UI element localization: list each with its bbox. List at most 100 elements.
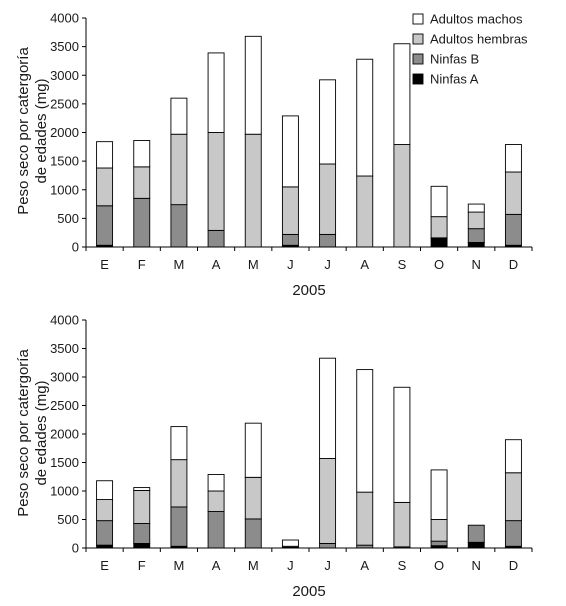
bar-segment <box>244 518 262 549</box>
bar-segment <box>467 203 485 213</box>
chart-panel-1: 0 500 1000 1500 2000 2500 3000 3500 4000 E F M A M J J A… <box>15 11 533 299</box>
x-tick-label: D <box>509 257 518 272</box>
legend-label: Adultos machos <box>430 12 523 27</box>
bar-segment <box>96 141 114 169</box>
x-tick-label: N <box>472 257 481 272</box>
bar-segment <box>467 211 485 230</box>
legend-label: Adultos hembras <box>430 32 528 47</box>
bar-segment <box>96 520 114 546</box>
x-tick-label: S <box>398 257 407 272</box>
x-tick-label: O <box>434 558 444 573</box>
x-tick-label: E <box>100 558 109 573</box>
x-tick-label: J <box>324 558 331 573</box>
x-axis-title: 2005 <box>292 583 325 600</box>
bar-segment <box>504 520 522 547</box>
legend-swatch <box>412 13 424 25</box>
y-tick-label: 2000 <box>50 125 79 140</box>
x-tick-label: S <box>398 558 407 573</box>
x-tick-label: A <box>212 558 221 573</box>
bar-segment <box>319 542 337 549</box>
bar-segment <box>319 233 337 248</box>
x-tick-label: N <box>472 558 481 573</box>
legend-label: Ninfas A <box>430 72 479 87</box>
x-tick-label: M <box>248 558 259 573</box>
x-tick-label: J <box>287 257 294 272</box>
bar-segment <box>467 241 485 248</box>
bar-segment <box>467 228 485 243</box>
bar-segment <box>430 185 448 218</box>
bar-segment <box>244 133 262 248</box>
y-tick-label: 1000 <box>50 484 79 499</box>
bar-segment <box>281 233 299 246</box>
bar-segment <box>319 79 337 165</box>
y-tick-label: 4000 <box>50 11 79 26</box>
x-tick-label: E <box>100 257 109 272</box>
bar-segment <box>430 540 448 547</box>
y-axis-title-line: de edades (mg) <box>33 380 50 485</box>
bar-segment <box>281 539 299 547</box>
x-tick-label: F <box>138 558 146 573</box>
bar-segment <box>170 97 188 135</box>
bar-segment <box>207 52 225 133</box>
bar-segment <box>356 369 374 493</box>
bar-segment <box>244 35 262 135</box>
legend-swatch <box>412 73 424 85</box>
y-axis-title-line: Peso seco por catergoría <box>15 349 32 517</box>
bar-segment <box>467 524 485 543</box>
bar-segment <box>393 144 411 248</box>
legend-swatch <box>412 53 424 65</box>
bar-segment <box>96 205 114 246</box>
bar-segment <box>96 167 114 207</box>
y-tick-label: 2000 <box>50 427 79 442</box>
bar-segment <box>319 458 337 544</box>
x-tick-label: A <box>212 257 221 272</box>
bar-segment <box>133 489 151 524</box>
x-tick-label: D <box>509 558 518 573</box>
x-tick-label: F <box>138 257 146 272</box>
bar-segment <box>504 439 522 474</box>
bar-segment <box>133 487 151 491</box>
y-tick-label: 2500 <box>50 398 79 413</box>
bar-segment <box>319 357 337 459</box>
x-tick-label: J <box>324 257 331 272</box>
x-tick-label: J <box>287 558 294 573</box>
legend: Adultos machos Adultos hembras Ninfas B Nin… <box>412 12 528 87</box>
bar-segment <box>207 490 225 512</box>
bar-segment <box>170 459 188 508</box>
bar-segment <box>319 163 337 235</box>
y-tick-label: 4000 <box>50 313 79 328</box>
y-tick-label: 3500 <box>50 341 79 356</box>
x-tick-label: M <box>173 558 184 573</box>
y-axis-title-line: Peso seco por catergoría <box>15 47 32 215</box>
bar-segment <box>207 511 225 549</box>
x-tick-label: O <box>434 257 444 272</box>
y-tick-label: 500 <box>57 211 79 226</box>
x-tick-label: A <box>360 558 369 573</box>
bar-segment <box>281 115 299 188</box>
bar-segment <box>170 426 188 461</box>
y-tick-label: 3000 <box>50 370 79 385</box>
y-tick-label: 3000 <box>50 68 79 83</box>
bar-segment <box>356 58 374 177</box>
y-axis-title-line: de edades (mg) <box>33 78 50 183</box>
y-tick-label: 1500 <box>50 154 79 169</box>
y-tick-label: 1000 <box>50 182 79 197</box>
y-tick-label: 0 <box>72 541 79 556</box>
legend-label: Ninfas B <box>430 52 479 67</box>
bar-segment <box>244 422 262 478</box>
y-tick-label: 1500 <box>50 455 79 470</box>
bar-segment <box>467 541 485 549</box>
bar-segment <box>504 472 522 522</box>
bar-segment <box>504 171 522 215</box>
bar-segment <box>430 216 448 239</box>
bar-segment <box>96 480 114 500</box>
bar-segment <box>430 469 448 520</box>
bar-segment <box>504 144 522 173</box>
legend-swatch <box>412 33 424 45</box>
bar-segment <box>430 237 448 248</box>
y-tick-label: 3500 <box>50 39 79 54</box>
bar-segment <box>170 204 188 248</box>
bar-segment <box>356 175 374 248</box>
bar-segment <box>393 43 411 145</box>
